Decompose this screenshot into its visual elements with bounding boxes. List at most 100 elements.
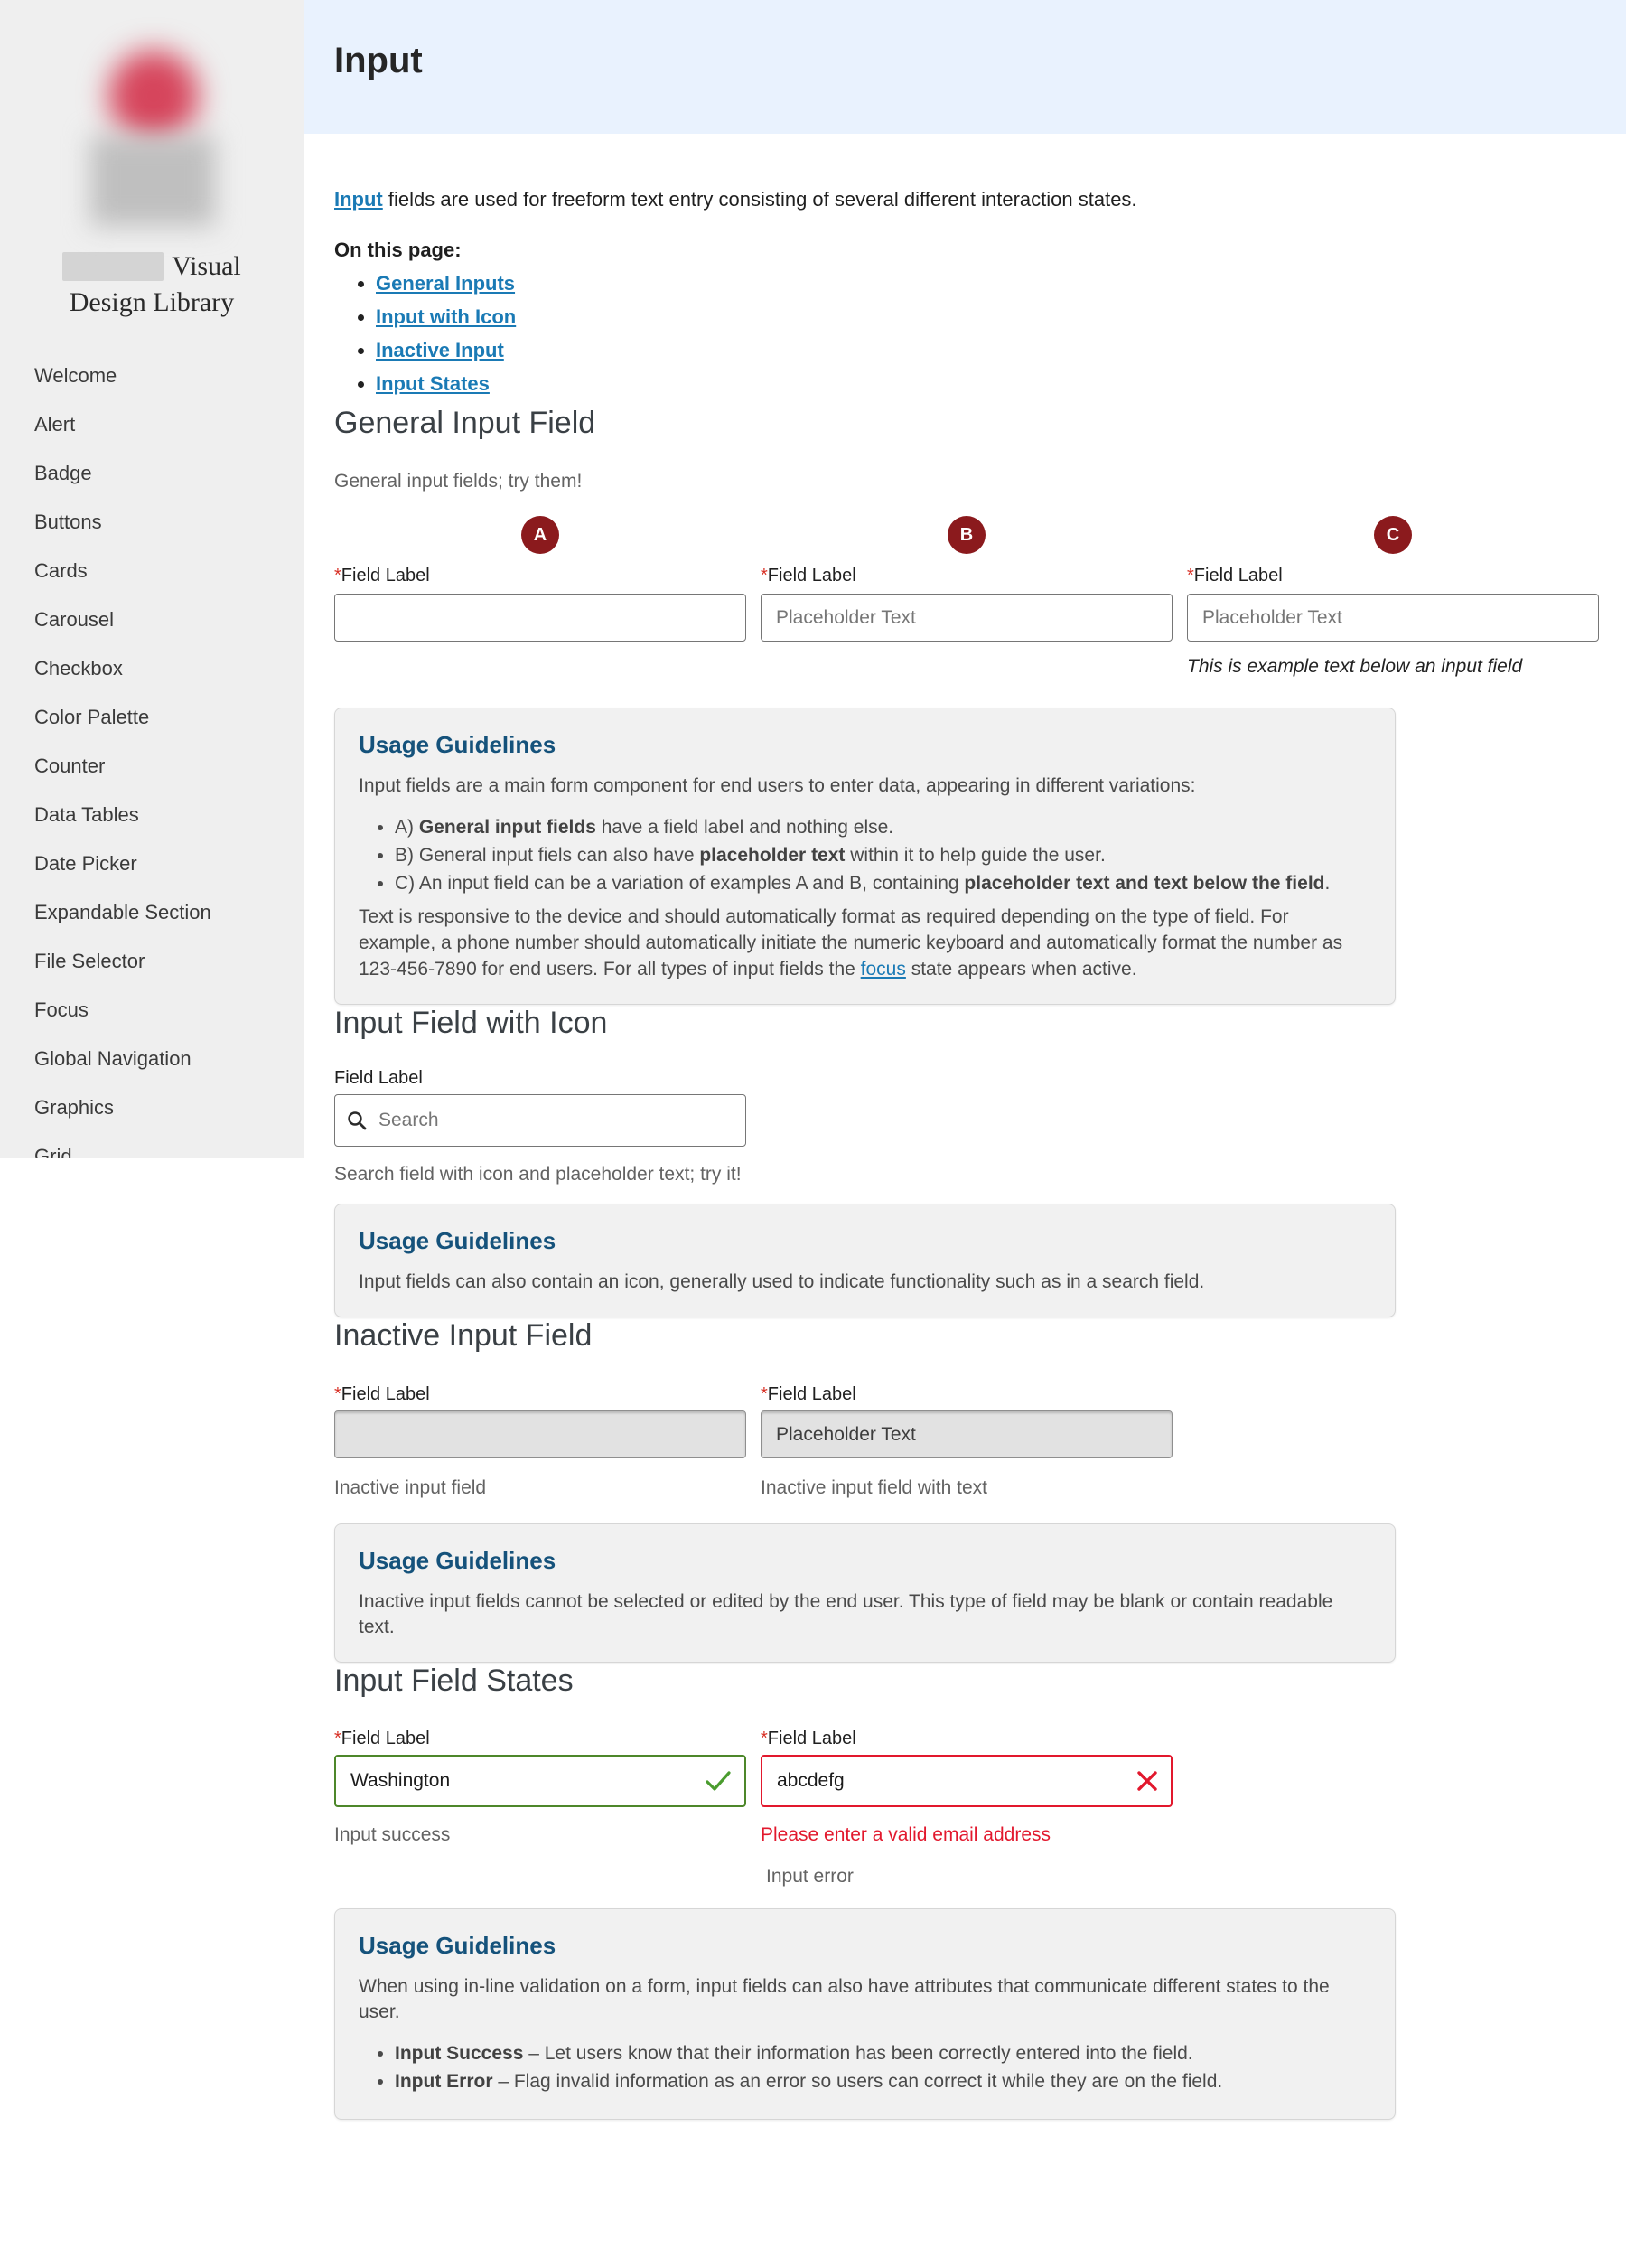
states-error-caption-row: Input error (304, 1865, 1173, 1888)
toc-link-inactive-input[interactable]: Inactive Input (376, 339, 504, 361)
error-input[interactable] (761, 1755, 1173, 1807)
guidelines-bullet: C) An input field can be a variation of … (395, 871, 1371, 895)
inactive-input-with-text (761, 1410, 1173, 1458)
focus-link[interactable]: focus (860, 959, 906, 979)
sidebar: Visual Design Library Welcome Alert Badg… (0, 0, 304, 1158)
usage-guidelines-box-inactive: Usage Guidelines Inactive input fields c… (334, 1523, 1396, 1663)
usage-guidelines-box-states: Usage Guidelines When using in-line vali… (334, 1908, 1396, 2120)
search-caption: Search field with icon and placeholder t… (334, 1164, 742, 1185)
field-label-b: *Field Label (761, 564, 1173, 587)
page-title: Input (334, 41, 423, 80)
general-labels-row: *Field Label *Field Label *Field Label (304, 564, 1599, 587)
usage-guidelines-title: Usage Guidelines (359, 1227, 556, 1254)
logo-gray-blob (90, 136, 215, 226)
general-section-caption: General input fields; try them! (334, 471, 583, 492)
sidebar-item-buttons[interactable]: Buttons (34, 511, 102, 533)
inactive-section-heading: Inactive Input Field (334, 1318, 593, 1353)
toc-link-input-states[interactable]: Input States (376, 372, 490, 395)
guidelines-text: Input fields can also contain an icon, g… (359, 1271, 1205, 1292)
usage-guidelines-title: Usage Guidelines (359, 1932, 556, 1959)
search-field-label: Field Label (334, 1068, 423, 1088)
sidebar-item-carousel[interactable]: Carousel (34, 608, 115, 631)
required-asterisk: * (1187, 566, 1194, 586)
checkmark-icon (706, 1771, 731, 1791)
sidebar-item-date-picker[interactable]: Date Picker (34, 852, 137, 875)
guidelines-bullet: Input Success – Let users know that thei… (395, 2041, 1371, 2066)
required-asterisk: * (761, 1729, 768, 1748)
guidelines-intro: When using in-line validation on a form,… (359, 1976, 1330, 2022)
inactive-labels-row: *Field Label *Field Label (304, 1382, 1173, 1406)
library-logo (79, 38, 224, 232)
states-messages-row: Input success Please enter a valid email… (304, 1823, 1173, 1847)
guidelines-bullet: A) General input fields have a field lab… (395, 815, 1371, 839)
brand-redacted-block (62, 252, 164, 281)
sidebar-item-welcome[interactable]: Welcome (34, 364, 117, 387)
states-inputs-row (304, 1755, 1173, 1807)
sidebar-item-badge[interactable]: Badge (34, 462, 92, 484)
field-label-text: Field Label (767, 566, 856, 586)
main-content: Input fields are used for freeform text … (304, 134, 1626, 2120)
required-asterisk: * (334, 1729, 341, 1748)
brand-line1: Visual (172, 251, 241, 281)
sidebar-item-data-tables[interactable]: Data Tables (34, 803, 139, 826)
toc-list: General Inputs Input with Icon Inactive … (334, 271, 1626, 397)
sidebar-item-alert[interactable]: Alert (34, 413, 76, 436)
search-icon (348, 1111, 367, 1130)
badges-row: A B C (304, 516, 1599, 554)
example-note: This is example text below an input fiel… (1187, 656, 1523, 677)
field-label-text: Field Label (767, 1384, 856, 1404)
toc-link-input-with-icon[interactable]: Input with Icon (376, 305, 517, 328)
sidebar-item-focus[interactable]: Focus (34, 998, 89, 1021)
sidebar-item-counter[interactable]: Counter (34, 754, 106, 777)
input-inline-link[interactable]: Input (334, 188, 383, 211)
inactive-input-blank (334, 1410, 746, 1458)
guidelines-list: A) General input fields have a field lab… (359, 815, 1371, 895)
field-label-error: *Field Label (761, 1727, 1173, 1750)
sidebar-item-grid[interactable]: Grid (34, 1145, 72, 1158)
input-a[interactable] (334, 594, 746, 642)
states-section-heading: Input Field States (334, 1664, 574, 1698)
guidelines-bullet: Input Error – Flag invalid information a… (395, 2069, 1371, 2094)
field-label-text: Field Label (341, 1729, 430, 1748)
required-asterisk: * (334, 566, 341, 586)
toc-link-general-inputs[interactable]: General Inputs (376, 272, 516, 295)
required-asterisk: * (334, 1384, 341, 1404)
field-label-success: *Field Label (334, 1727, 746, 1750)
success-input[interactable] (334, 1755, 746, 1807)
badge-a: A (521, 516, 559, 554)
intro-paragraph: Input fields are used for freeform text … (304, 187, 1396, 212)
sidebar-item-color-palette[interactable]: Color Palette (34, 706, 150, 728)
sidebar-item-cards[interactable]: Cards (34, 559, 88, 582)
success-caption: Input success (334, 1824, 451, 1845)
inactive-captions-row: Inactive input field Inactive input fiel… (304, 1476, 1173, 1500)
x-icon (1137, 1771, 1157, 1791)
search-field (334, 1094, 746, 1147)
sidebar-item-global-navigation[interactable]: Global Navigation (34, 1047, 192, 1070)
input-c[interactable] (1187, 594, 1599, 642)
error-message: Please enter a valid email address (761, 1824, 1051, 1845)
sidebar-item-checkbox[interactable]: Checkbox (34, 657, 123, 679)
usage-guidelines-title: Usage Guidelines (359, 731, 556, 758)
field-label-inactive-2: *Field Label (761, 1382, 1173, 1406)
sidebar-item-file-selector[interactable]: File Selector (34, 950, 145, 972)
general-notes-row: This is example text below an input fiel… (304, 655, 1599, 679)
field-label-inactive-1: *Field Label (334, 1382, 746, 1406)
inactive-inputs-row (304, 1410, 1173, 1458)
logo-red-blob (108, 51, 199, 141)
sidebar-item-graphics[interactable]: Graphics (34, 1096, 115, 1119)
guidelines-list: Input Success – Let users know that thei… (359, 2041, 1371, 2094)
field-label-text: Field Label (767, 1729, 856, 1748)
field-label-text: Field Label (341, 1384, 430, 1404)
guidelines-intro: Input fields are a main form component f… (359, 775, 1196, 796)
field-label-a: *Field Label (334, 564, 746, 587)
brand-title: Visual Design Library (0, 248, 304, 321)
brand-line2: Design Library (69, 287, 235, 317)
usage-guidelines-box-icon: Usage Guidelines Input fields can also c… (334, 1204, 1396, 1317)
inactive-caption-text: Inactive input field with text (761, 1477, 987, 1498)
field-label-c: *Field Label (1187, 564, 1599, 587)
sidebar-item-expandable-section[interactable]: Expandable Section (34, 901, 211, 923)
input-b[interactable] (761, 594, 1173, 642)
search-input[interactable] (334, 1094, 746, 1147)
toc-item: Input States (376, 371, 1626, 397)
success-field (334, 1755, 746, 1807)
